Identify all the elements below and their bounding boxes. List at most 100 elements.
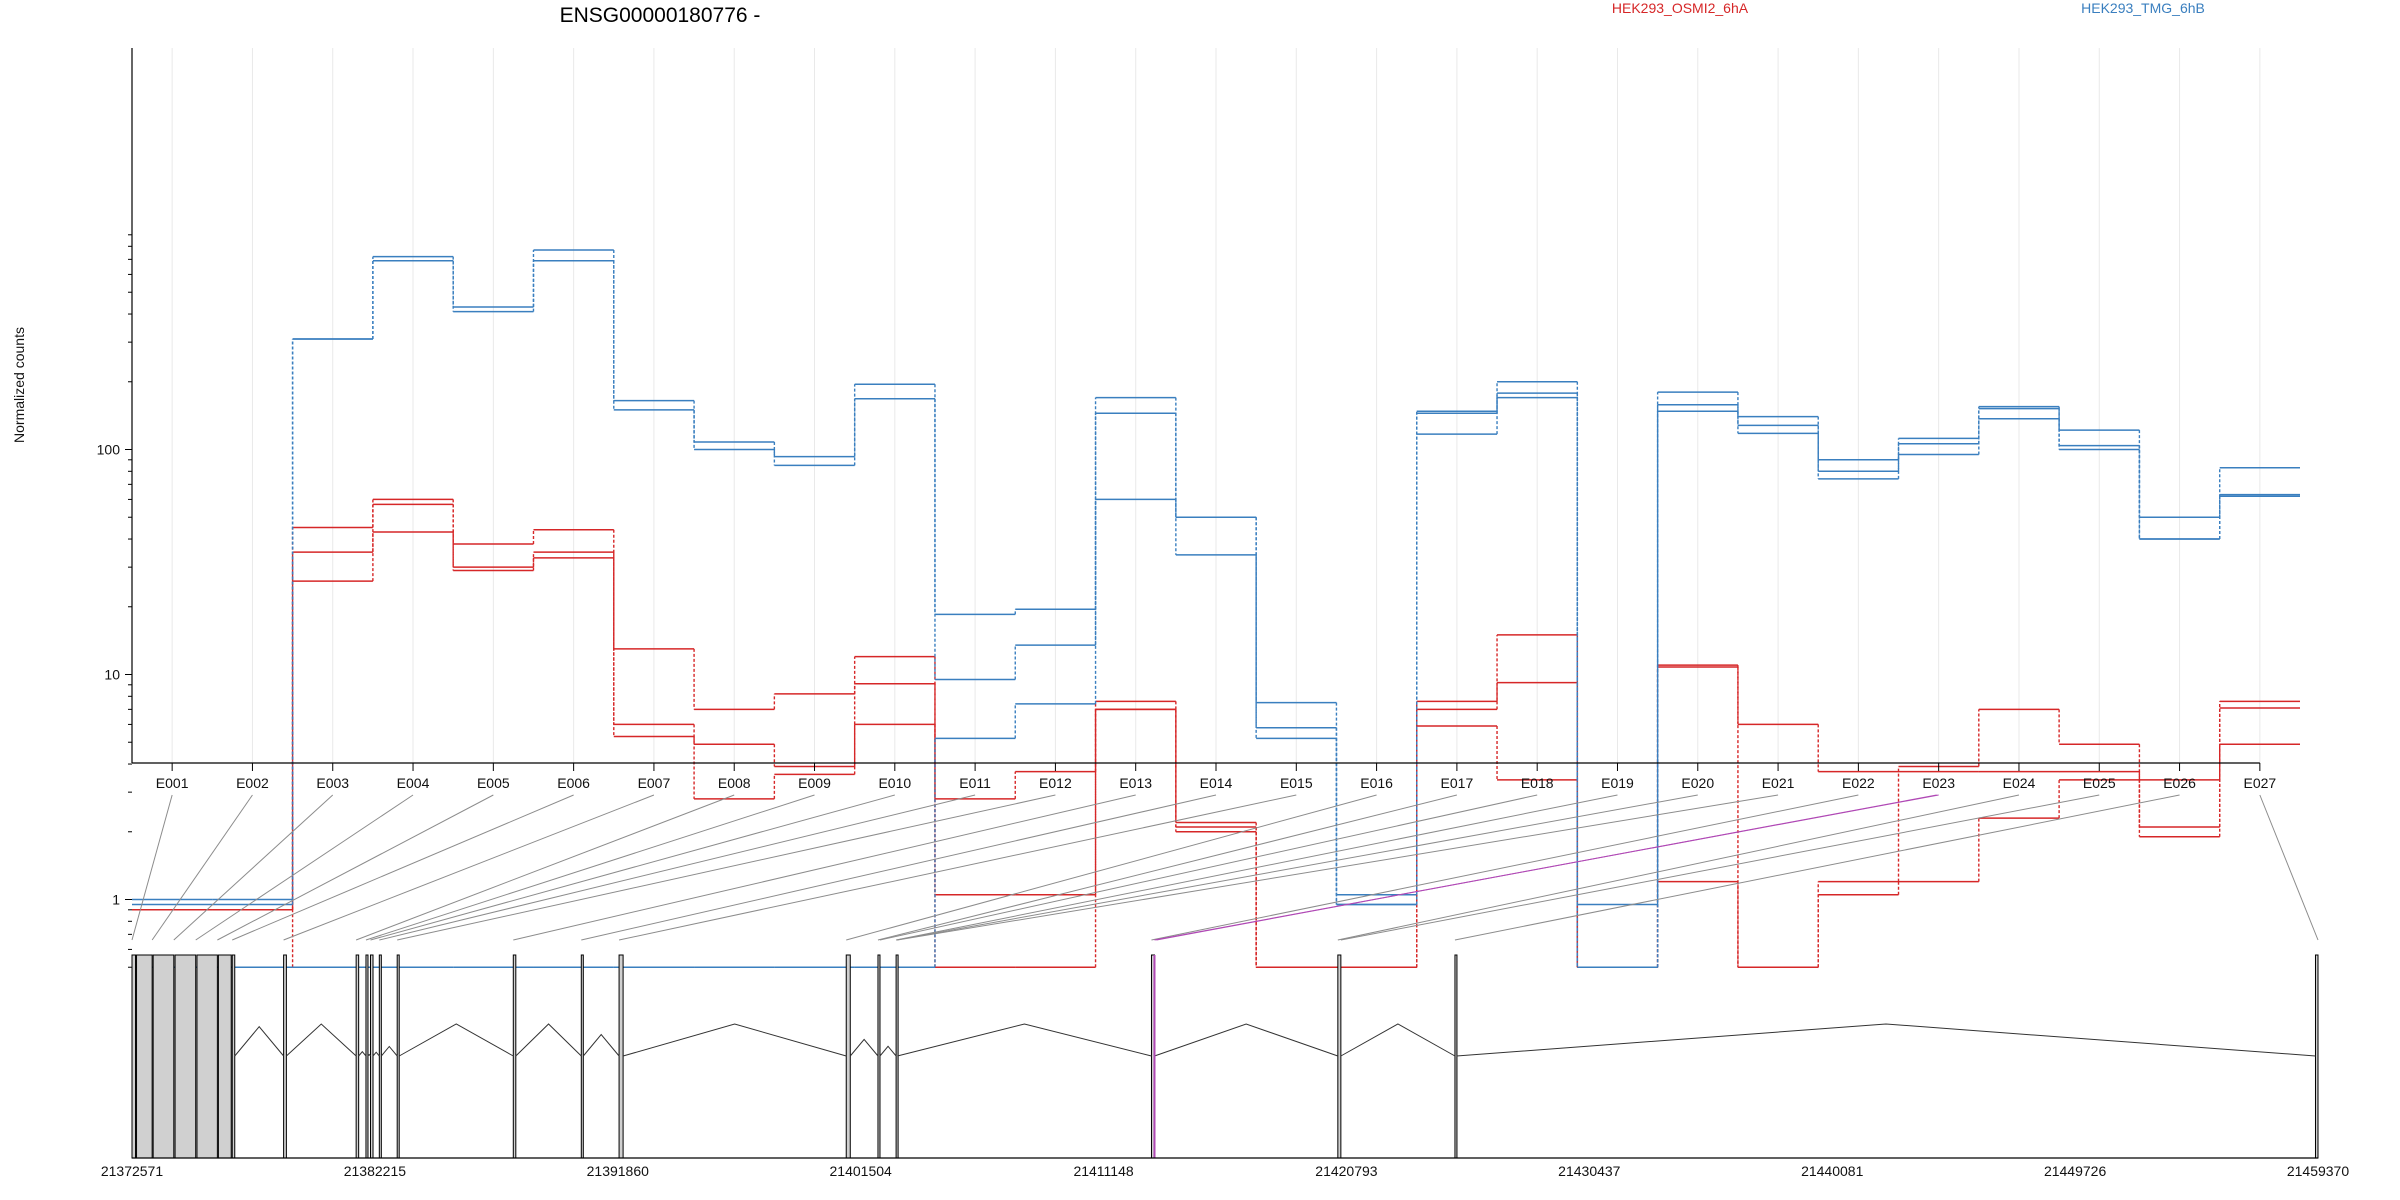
exon-box	[1454, 954, 1458, 1159]
exon-box	[217, 954, 232, 1159]
connector-line	[897, 794, 1779, 941]
connector-line	[131, 794, 173, 941]
connector-line	[1454, 794, 2180, 941]
intron-line	[398, 1023, 514, 1057]
intron-line	[380, 1045, 398, 1057]
connector-line	[896, 794, 1698, 941]
connector-line	[879, 794, 1538, 941]
intron-line	[1154, 1023, 1339, 1057]
x-tick-label: E004	[397, 775, 430, 791]
exon-box	[580, 954, 584, 1159]
exon-box	[1337, 954, 1342, 1159]
x-tick-label: E009	[798, 775, 831, 791]
x-tick-label: E011	[959, 775, 991, 791]
series-layer	[132, 249, 2300, 968]
connector-line	[2259, 794, 2319, 941]
x-tick-label: E021	[1762, 775, 1795, 791]
connector-line	[581, 794, 1217, 941]
intron-line	[1456, 1023, 2316, 1057]
intron-line	[622, 1023, 847, 1057]
x-tick-label: E018	[1521, 775, 1554, 791]
connector-line	[379, 794, 976, 941]
x-tick-label: E002	[236, 775, 269, 791]
exon-box	[512, 954, 517, 1159]
connector-line	[370, 794, 895, 941]
x-tick-label: E012	[1039, 775, 1072, 791]
x-tick-label: E006	[557, 775, 590, 791]
x-tick-label: E023	[1922, 775, 1955, 791]
connector-line	[283, 794, 655, 941]
connector-line	[173, 794, 334, 941]
x-tick-label: E003	[316, 775, 349, 791]
exon-box	[174, 954, 197, 1159]
connector-line	[1340, 794, 2100, 941]
connector-line	[846, 794, 1377, 941]
exon-box	[283, 954, 287, 1159]
exon-box	[378, 954, 382, 1159]
genomic-coordinate-label: 21440081	[1801, 1163, 1864, 1179]
connector-line	[195, 794, 414, 941]
intron-line	[372, 1051, 380, 1057]
intron-line	[879, 1045, 897, 1057]
exon-box	[895, 954, 899, 1159]
connector-line	[1337, 794, 2020, 941]
exon-box	[845, 954, 851, 1159]
x-tick-label: E017	[1441, 775, 1474, 791]
x-tick-label: E026	[2163, 775, 2196, 791]
genomic-coordinate-label: 21420793	[1315, 1163, 1378, 1179]
x-tick-label: E027	[2244, 775, 2277, 791]
exon-box	[877, 954, 881, 1159]
connector-line	[397, 794, 1056, 941]
x-tick-label: E022	[1842, 775, 1875, 791]
y-tick-label: 1	[112, 892, 120, 908]
exon-box	[369, 954, 374, 1159]
intron-line	[234, 1025, 284, 1057]
genomic-coordinate-label: 21391860	[587, 1163, 650, 1179]
series-6	[132, 392, 2300, 968]
legend-entry-tmg: HEK293_TMG_6hB	[2081, 0, 2205, 16]
x-tick-label: E008	[718, 775, 751, 791]
exon-connectors	[131, 794, 2319, 941]
intron-line	[582, 1033, 620, 1057]
y-tick-label: 100	[97, 442, 121, 458]
exon-box	[365, 954, 369, 1159]
genomic-coordinate-label: 21430437	[1558, 1163, 1621, 1179]
x-tick-label: E016	[1360, 775, 1393, 791]
x-tick-label: E020	[1681, 775, 1714, 791]
connector-line	[877, 794, 1458, 941]
exon-box	[355, 954, 360, 1159]
x-tick-label: E024	[2003, 775, 2036, 791]
connector-line	[618, 794, 1297, 941]
connector-line	[232, 794, 574, 941]
connector-line	[1156, 794, 1937, 941]
x-tick-label: E014	[1200, 775, 1233, 791]
genomic-coordinate-label: 21401504	[830, 1163, 893, 1179]
gene-model: 21372571 21382215 21391860 21401504 21411148…	[101, 954, 2350, 1179]
genomic-coordinate-label: 21459370	[2287, 1163, 2350, 1179]
connector-line	[1151, 794, 1859, 941]
connector-line	[217, 794, 494, 941]
exon-box	[396, 954, 400, 1159]
intron-line	[286, 1023, 357, 1057]
intron-line	[515, 1023, 582, 1057]
intron-line	[1340, 1023, 1456, 1057]
legend-entry-osmi2: HEK293_OSMI2_6hA	[1612, 0, 1749, 16]
connector-line	[896, 794, 1618, 941]
exon-box	[136, 954, 153, 1159]
intron-line	[849, 1038, 879, 1057]
intron-line	[367, 1053, 371, 1057]
x-tick-label: E015	[1280, 775, 1313, 791]
y-tick-label: 10	[104, 667, 120, 683]
exon-box	[131, 954, 137, 1159]
exon-box	[152, 954, 175, 1159]
x-tick-label: E007	[638, 775, 671, 791]
axes: 1 10 100 E001 E002 E003 E004 E005 E006 E007 E008 E0…	[97, 48, 2277, 968]
exon-box	[2314, 954, 2319, 1159]
y-axis-label: Normalized counts	[11, 327, 27, 443]
genomic-coordinate-label: 21382215	[344, 1163, 407, 1179]
x-tick-label: E013	[1119, 775, 1152, 791]
exon-box	[231, 954, 236, 1159]
x-tick-label: E001	[156, 775, 189, 791]
x-tick-label: E010	[878, 775, 911, 791]
